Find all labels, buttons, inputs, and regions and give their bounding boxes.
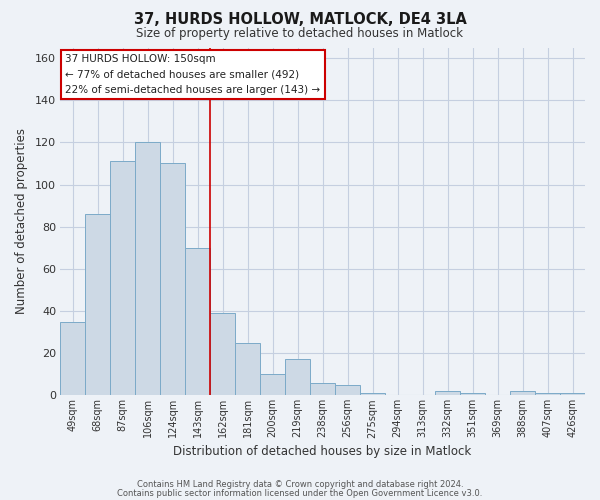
Bar	[510, 391, 535, 396]
Text: Contains HM Land Registry data © Crown copyright and database right 2024.: Contains HM Land Registry data © Crown c…	[137, 480, 463, 489]
Bar	[110, 162, 135, 396]
Y-axis label: Number of detached properties: Number of detached properties	[15, 128, 28, 314]
Bar	[135, 142, 160, 396]
Text: 37, HURDS HOLLOW, MATLOCK, DE4 3LA: 37, HURDS HOLLOW, MATLOCK, DE4 3LA	[134, 12, 466, 28]
Text: Contains public sector information licensed under the Open Government Licence v3: Contains public sector information licen…	[118, 488, 482, 498]
Bar	[160, 164, 185, 396]
Bar	[60, 322, 85, 396]
Text: Size of property relative to detached houses in Matlock: Size of property relative to detached ho…	[137, 28, 464, 40]
Bar	[335, 384, 360, 396]
Bar	[560, 393, 585, 396]
Bar	[210, 313, 235, 396]
Bar	[435, 391, 460, 396]
Bar	[460, 393, 485, 396]
Bar	[285, 360, 310, 396]
Bar	[260, 374, 285, 396]
Bar	[235, 342, 260, 396]
X-axis label: Distribution of detached houses by size in Matlock: Distribution of detached houses by size …	[173, 444, 472, 458]
Text: 37 HURDS HOLLOW: 150sqm
← 77% of detached houses are smaller (492)
22% of semi-d: 37 HURDS HOLLOW: 150sqm ← 77% of detache…	[65, 54, 320, 95]
Bar	[185, 248, 210, 396]
Bar	[85, 214, 110, 396]
Bar	[535, 393, 560, 396]
Bar	[360, 393, 385, 396]
Bar	[310, 382, 335, 396]
